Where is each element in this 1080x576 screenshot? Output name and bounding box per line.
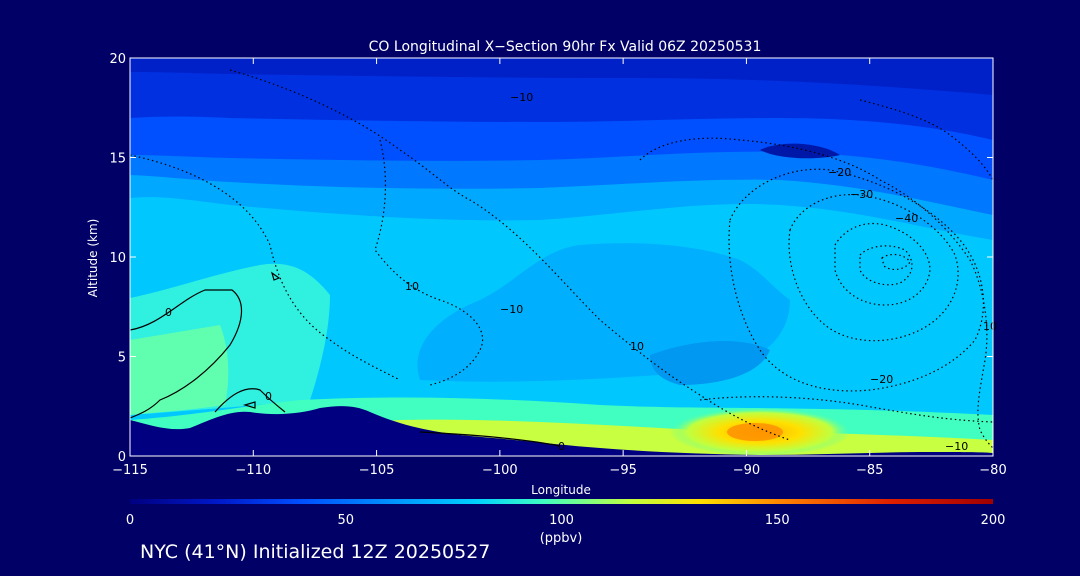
- chart-title: CO Longitudinal X−Section 90hr Fx Valid …: [369, 39, 762, 55]
- contour-label-m10-d: 10: [630, 340, 644, 353]
- x-tick-label: −105: [359, 463, 395, 478]
- colorbar-tick-label: 150: [765, 513, 790, 528]
- contour-label-m40: −40: [895, 212, 918, 225]
- contour-m40: [834, 223, 931, 306]
- contour-label-m20-b: −20: [870, 373, 893, 386]
- contour-zero-bl: [419, 431, 561, 447]
- x-axis-label: Longitude: [531, 483, 591, 497]
- colorbar-tick-label: 0: [126, 513, 134, 528]
- contour-label-m10-b: 10: [405, 280, 419, 293]
- x-tick-label: −90: [733, 463, 760, 478]
- contour-zero-west: [130, 289, 243, 419]
- y-tick-label: 20: [109, 52, 126, 67]
- contour-label-0-b: 0: [265, 390, 272, 403]
- x-tick-label: −80: [979, 463, 1006, 478]
- contour-m20: [728, 168, 985, 392]
- contour-label-m30: −30: [850, 188, 873, 201]
- x-tick-label: −100: [482, 463, 518, 478]
- contour-m30: [788, 193, 959, 342]
- y-axis-label: Altitude (km): [86, 219, 100, 298]
- contour-zero-terrain: [214, 388, 286, 413]
- colorbar: [130, 499, 993, 504]
- terrain-mask: [130, 406, 993, 456]
- contour-m10-d: [639, 137, 993, 449]
- colorbar-tick-label: 200: [981, 513, 1006, 528]
- co-fill-strat-top: [130, 58, 993, 95]
- co-field: [130, 58, 993, 456]
- contour-m50: [881, 253, 911, 271]
- contour-zero-small: [242, 401, 256, 409]
- footer-init-label: NYC (41°N) Initialized 12Z 20250527: [140, 541, 491, 563]
- y-tick-label: 10: [109, 251, 126, 266]
- contour-m10-bl: [699, 396, 993, 423]
- contour-label-m10-c: −10: [500, 303, 523, 316]
- contours: [130, 69, 993, 449]
- co-fill-hotspot-core: [727, 423, 783, 441]
- co-fill-west-bl: [130, 325, 229, 415]
- colorbar-tick-label: 50: [337, 513, 354, 528]
- x-tick-label: −95: [609, 463, 636, 478]
- contour-label-m10-e: −10: [945, 440, 968, 453]
- x-tick-label: −85: [856, 463, 883, 478]
- colorbar-unit: (ppbv): [540, 531, 583, 546]
- contour-label-m10-a: −10: [510, 91, 533, 104]
- colorbar-tick-label: 100: [549, 513, 574, 528]
- contour-m45: [859, 245, 913, 286]
- y-tick-label: 15: [109, 152, 126, 167]
- contour-zero-hill: [270, 271, 281, 281]
- contour-label-0-a: 0: [165, 306, 172, 319]
- co-fill-mid-pocket: [650, 340, 770, 385]
- y-tick-label: 0: [118, 450, 126, 465]
- contour-m10-c: [374, 139, 484, 386]
- contour-labels: 0 0 0 −10 10 −10 10 −10 10 −20 −20 −30 −…: [165, 91, 997, 453]
- x-tick-label: −110: [235, 463, 271, 478]
- contour-label-m10-f: 10: [983, 320, 997, 333]
- x-tick-label: −115: [112, 463, 148, 478]
- colorbar-ticks: 0 50 100 150 200: [126, 513, 1006, 528]
- co-fill-strat-patch: [760, 143, 840, 159]
- contour-m10-a: [130, 154, 401, 381]
- y-tick-label: 5: [118, 351, 126, 366]
- contour-label-m20-a: −20: [828, 166, 851, 179]
- contour-label-0-c: 0: [558, 440, 565, 453]
